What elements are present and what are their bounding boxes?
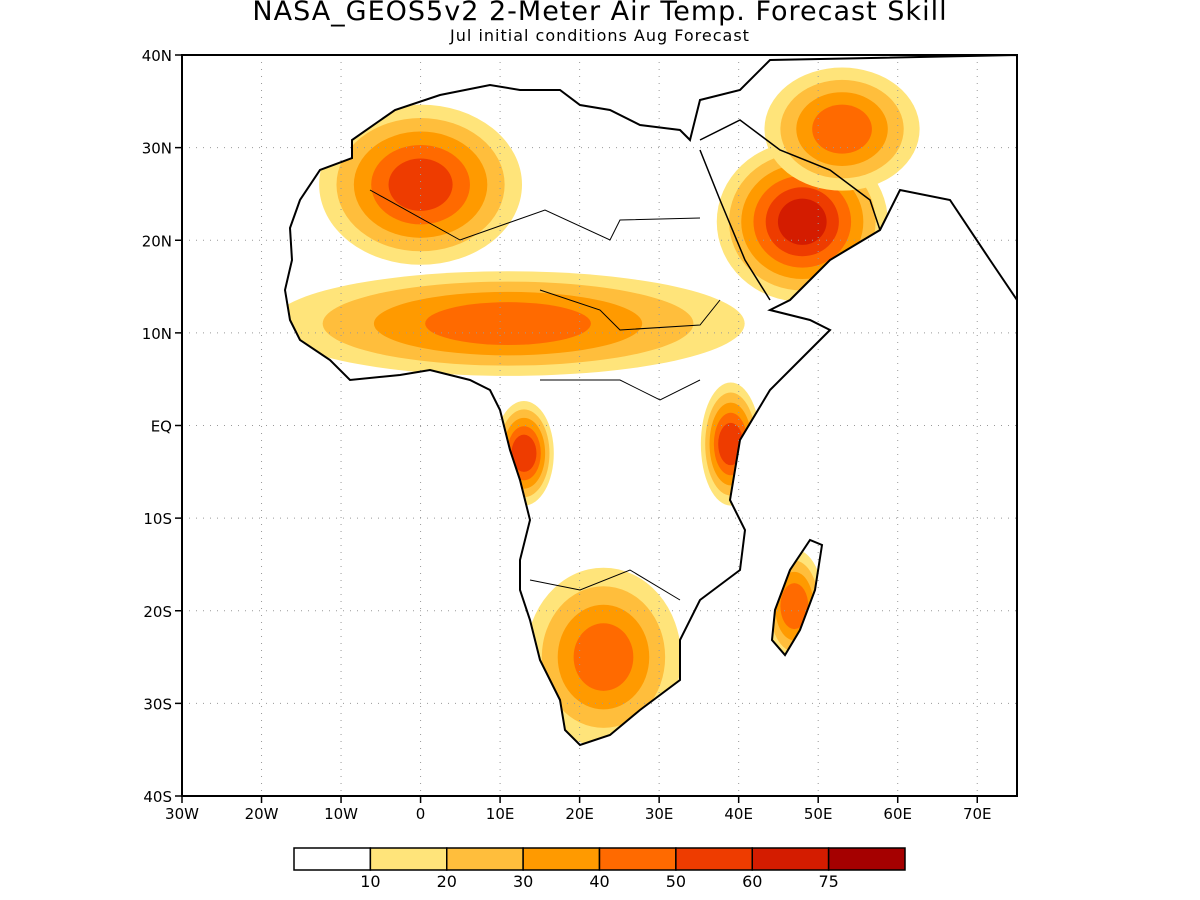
x-tick-label-10: 70E: [963, 805, 992, 823]
colorbar-swatch-1: [369, 847, 448, 871]
colorbar-swatch-3: [522, 847, 601, 871]
x-tick-label-9: 60E: [883, 805, 912, 823]
colorbar-label-2: 30: [513, 872, 533, 891]
x-tick-label-5: 20E: [565, 805, 594, 823]
skill-region-0-level-5: [388, 158, 453, 211]
y-tick-label-8: 40S: [143, 788, 172, 806]
page-title: NASA_GEOS5v2 2-Meter Air Temp. Forecast …: [252, 0, 948, 27]
x-tick-label-6: 30E: [645, 805, 674, 823]
colorbar-label-4: 50: [666, 872, 686, 891]
x-tick-label-4: 10E: [486, 805, 515, 823]
x-tick-label-0: 30W: [165, 805, 199, 823]
page-subtitle: Jul initial conditions Aug Forecast: [450, 26, 750, 45]
y-tick-label-5: 10S: [143, 510, 172, 528]
axes: 30W 20W 10W 0 10E 20E 30E 40E 50E 60E 70E 40N 30N 20N…: [142, 47, 992, 823]
skill-region-5-level-4: [780, 583, 809, 630]
colorbar-swatch-2: [446, 847, 524, 871]
colorbar-label-3: 40: [589, 872, 609, 891]
colorbar-label-5: 60: [742, 872, 762, 891]
coastlines: [283, 55, 1017, 747]
y-tick-label-7: 30S: [143, 695, 172, 713]
colorbar-label-6: 75: [818, 872, 838, 891]
y-tick-label-4: EQ: [151, 418, 172, 436]
skill-region-2-level-5: [511, 434, 537, 472]
colorbar-swatch-7: [827, 847, 906, 871]
colorbar-label-1: 20: [437, 872, 457, 891]
skill-field: [285, 67, 920, 745]
x-tick-label-8: 50E: [804, 805, 833, 823]
colorbar: 10 20 30 40 50 60 75: [293, 847, 906, 891]
x-tick-label-2: 10W: [324, 805, 358, 823]
skill-region-4-level-4: [573, 623, 634, 691]
y-tick-label-6: 20S: [143, 603, 172, 621]
colorbar-swatch-6: [751, 847, 830, 871]
y-tick-label-3: 10N: [142, 325, 172, 343]
colorbar-swatch-0: [293, 847, 372, 871]
skill-region-7-level-4: [812, 104, 872, 154]
x-tick-label-3: 0: [416, 805, 426, 823]
colorbar-swatch-4: [598, 847, 677, 871]
x-tick-label-7: 40E: [724, 805, 753, 823]
y-tick-label-1: 30N: [142, 140, 172, 158]
colorbar-label-0: 10: [360, 872, 380, 891]
colorbar-swatch-5: [675, 847, 753, 871]
y-tick-label-2: 20N: [142, 232, 172, 250]
y-tick-label-0: 40N: [142, 47, 172, 65]
skill-region-6-level-4: [425, 302, 591, 346]
skill-region-1-level-6: [777, 198, 827, 245]
x-tick-label-1: 20W: [245, 805, 279, 823]
